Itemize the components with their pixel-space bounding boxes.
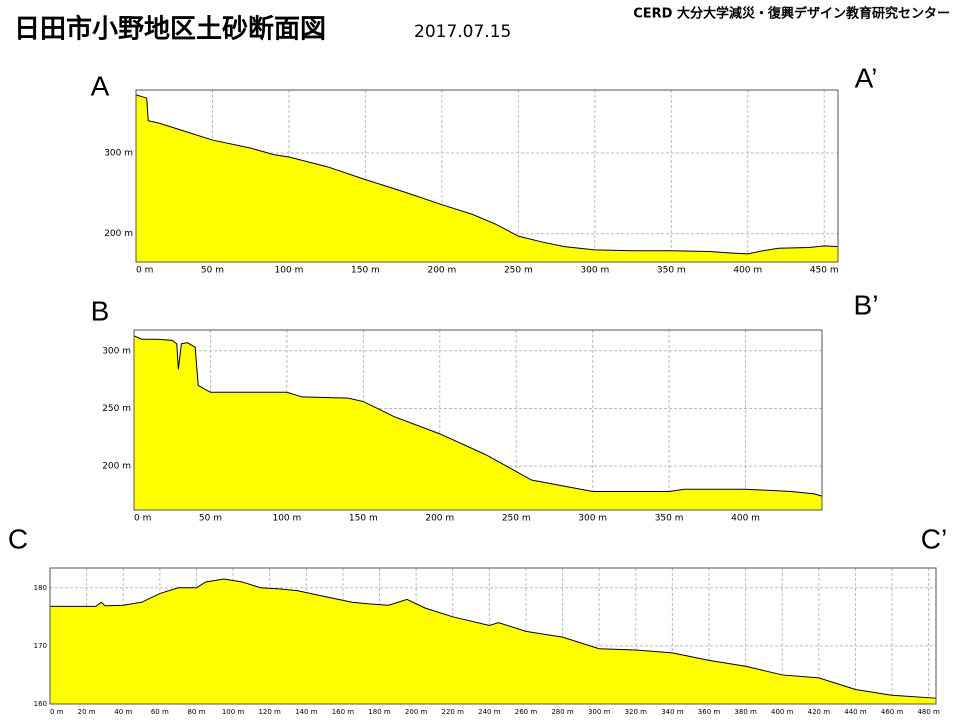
x-tick-label: 460 m	[881, 708, 904, 716]
profile-chart: 0 m 20 m 40 m 60 m 80 m 100 m 120 m 140 m 160 m 1…	[8, 523, 947, 716]
x-tick-label: 320 m	[625, 708, 648, 716]
x-tick-label: 360 m	[698, 708, 721, 716]
x-tick-label: 300 m	[578, 514, 607, 524]
x-tick-label: 250 m	[504, 266, 533, 276]
plot-frame	[135, 89, 839, 263]
x-tick-label: 200 m	[405, 708, 428, 716]
x-tick-label: 240 m	[478, 708, 501, 716]
x-tick-label: 480 m	[917, 708, 940, 716]
x-tick-label: 400 m	[733, 266, 762, 276]
x-tick-label: 40 m	[114, 708, 132, 716]
title: 日田市小野地区土砂断面図	[14, 14, 326, 45]
x-tick-label: 20 m	[78, 708, 96, 716]
profile-chart: 0 m 50 m 100 m 150 m 200 m 250 m 300 m 350 m 400…	[91, 289, 879, 523]
y-tick-label: 250 m	[102, 404, 131, 414]
y-tick-label: 180	[34, 584, 47, 592]
section-end-label: C’	[921, 523, 947, 554]
y-tick-label: 160	[34, 700, 47, 708]
x-tick-label: 150 m	[349, 514, 378, 524]
terrain-area	[136, 94, 838, 263]
section-start-label: C	[8, 523, 28, 554]
x-tick-label: 100 m	[222, 708, 245, 716]
x-tick-label: 350 m	[657, 266, 686, 276]
x-tick-label: 220 m	[442, 708, 465, 716]
y-tick-label: 300 m	[102, 346, 131, 356]
x-tick-label: 280 m	[551, 708, 574, 716]
x-tick-label: 260 m	[515, 708, 538, 716]
x-tick-label: 350 m	[655, 514, 684, 524]
x-tick-label: 120 m	[258, 708, 281, 716]
x-tick-label: 60 m	[151, 708, 169, 716]
date: 2017.07.15	[414, 22, 511, 42]
x-tick-label: 0 m	[134, 514, 151, 524]
y-tick-label: 200 m	[102, 462, 131, 472]
x-tick-label: 450 m	[810, 266, 839, 276]
x-tick-label: 200 m	[425, 514, 454, 524]
terrain-profile	[135, 94, 839, 255]
x-tick-label: 340 m	[661, 708, 684, 716]
x-tick-label: 300 m	[580, 266, 609, 276]
terrain-area	[134, 335, 822, 510]
x-tick-label: 250 m	[502, 514, 531, 524]
x-tick-label: 160 m	[332, 708, 355, 716]
x-tick-label: 440 m	[844, 708, 867, 716]
plot-frame	[49, 567, 937, 705]
x-tick-label: 400 m	[731, 514, 760, 524]
section-start-label: B	[91, 295, 110, 326]
organization: CERD 大分大学減災・復興デザイン教育研究センター	[633, 6, 950, 22]
x-tick-label: 300 m	[588, 708, 611, 716]
section-end-label: B’	[854, 289, 879, 320]
x-tick-label: 200 m	[427, 266, 456, 276]
profile-chart: 0 m 50 m 100 m 150 m 200 m 250 m 300 m 350 m 400…	[91, 62, 878, 275]
terrain-profile	[133, 335, 823, 497]
x-tick-label: 180 m	[368, 708, 391, 716]
terrain-area	[50, 579, 936, 704]
x-tick-label: 150 m	[351, 266, 380, 276]
x-tick-label: 380 m	[734, 708, 757, 716]
x-tick-label: 100 m	[272, 514, 301, 524]
x-tick-label: 100 m	[275, 266, 304, 276]
x-tick-label: 80 m	[187, 708, 205, 716]
y-tick-label: 300 m	[104, 148, 133, 158]
section-end-label: A’	[855, 62, 878, 93]
x-tick-label: 140 m	[295, 708, 318, 716]
terrain-profile	[50, 578, 937, 699]
x-tick-label: 400 m	[771, 708, 794, 716]
x-tick-label: 50 m	[201, 266, 224, 276]
section-start-label: A	[91, 70, 110, 101]
x-tick-label: 0 m	[50, 708, 64, 716]
x-tick-label: 50 m	[199, 514, 222, 524]
x-tick-label: 0 m	[136, 266, 153, 276]
y-tick-label: 170	[34, 642, 47, 650]
y-tick-label: 200 m	[104, 229, 133, 239]
plot-frame	[133, 329, 823, 511]
x-tick-label: 420 m	[808, 708, 831, 716]
